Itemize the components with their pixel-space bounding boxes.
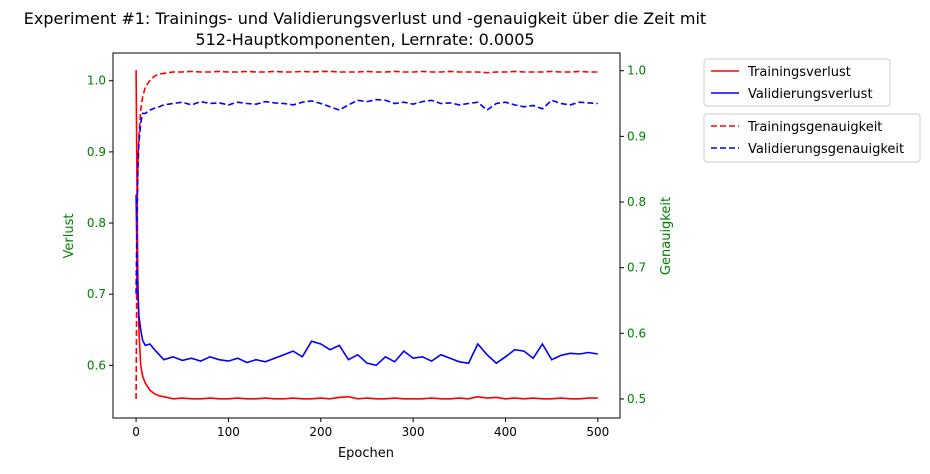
- y-right-tick-label: 0.8: [627, 195, 646, 209]
- legend-accuracy-frame: [703, 113, 921, 163]
- y-left-tick-label: 1.0: [87, 74, 106, 88]
- series-line-trainingsverlust: [135, 70, 598, 400]
- y-right-tick-label: 0.6: [627, 326, 646, 340]
- x-tick-label: 0: [132, 425, 140, 439]
- x-axis-label: Epochen: [338, 446, 394, 461]
- y-left-tick-label: 0.8: [87, 216, 106, 230]
- y-left-tick-label: 0.7: [87, 287, 106, 301]
- x-tick-label: 100: [217, 425, 240, 439]
- legend-label-train-acc: Trainingsgenauigkeit: [747, 120, 882, 135]
- y-left-tick-label: 0.9: [87, 145, 106, 159]
- plot-frame: [112, 52, 621, 419]
- x-tick-label: 300: [402, 425, 425, 439]
- legend-label-train-loss: Trainingsverlust: [747, 65, 851, 80]
- y-axis-left-label: Verlust: [62, 214, 77, 259]
- y-right-tick-label: 0.9: [627, 129, 646, 143]
- plot-area: [135, 70, 598, 400]
- series-line-validierungsverlust: [135, 194, 598, 367]
- legend-loss-frame: [703, 58, 891, 107]
- legend-label-val-loss: Validierungsverlust: [748, 87, 873, 102]
- legend-loss: Trainingsverlust Validierungsverlust: [703, 58, 891, 107]
- legend-accuracy: Trainingsgenauigkeit Validierungsgenauig…: [703, 113, 921, 163]
- y-axis-right: 0.5 0.6 0.7 0.8 0.9 1.0: [620, 64, 646, 406]
- y-axis-left: 0.6 0.7 0.8 0.9 1.0: [87, 74, 113, 372]
- chart-title-line-2: 512-Hauptkomponenten, Lernrate: 0.0005: [195, 30, 534, 49]
- x-axis: 0 100 200 300 400 500: [132, 418, 609, 439]
- x-tick-label: 200: [309, 425, 332, 439]
- series-line-validierungsgenauigkeit: [135, 98, 598, 294]
- series-line-trainingsgenauigkeit: [135, 70, 598, 400]
- chart-title-line-1: Experiment #1: Trainings- und Validierun…: [24, 9, 706, 28]
- x-tick-label: 400: [494, 425, 517, 439]
- y-right-tick-label: 1.0: [627, 64, 646, 78]
- y-left-tick-label: 0.6: [87, 358, 106, 372]
- legend-label-val-acc: Validierungsgenauigkeit: [748, 142, 904, 157]
- y-right-tick-label: 0.5: [627, 392, 646, 406]
- x-tick-label: 500: [586, 425, 609, 439]
- y-right-tick-label: 0.7: [627, 261, 646, 275]
- y-axis-right-label: Genauigkeit: [659, 197, 674, 275]
